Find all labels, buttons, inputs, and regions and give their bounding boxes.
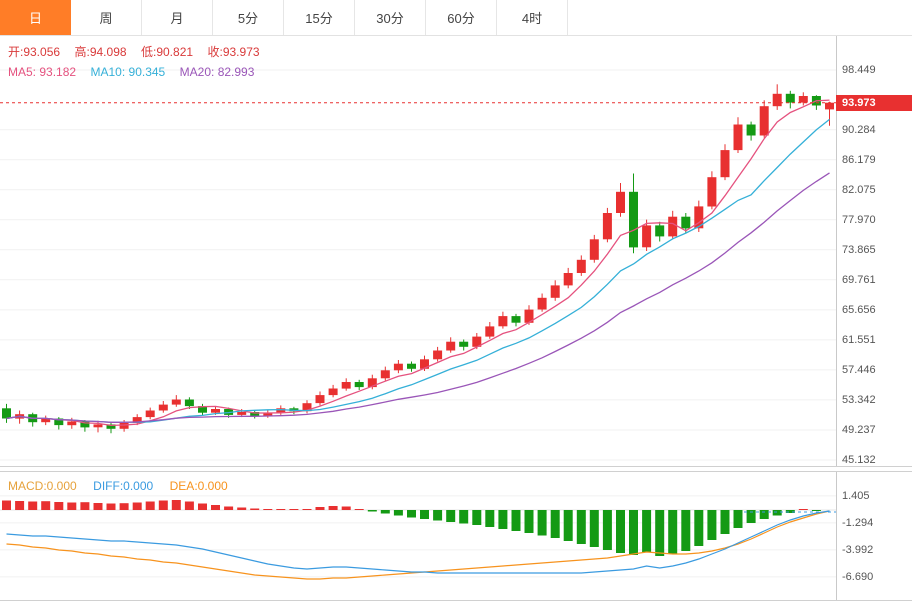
price-axis: 98.449 90.284 86.179 82.075 77.970 73.865 69.7… xyxy=(836,36,912,466)
tab-5min[interactable]: 5分 xyxy=(213,0,284,35)
tab-week[interactable]: 周 xyxy=(71,0,142,35)
tab-day[interactable]: 日 xyxy=(0,0,71,35)
price-axis-label: 45.132 xyxy=(842,454,876,466)
ma-line-ma10 xyxy=(6,118,830,423)
diff-line xyxy=(6,510,830,574)
macd-axis-label: 1.405 xyxy=(842,489,870,502)
price-axis-label: 73.865 xyxy=(842,243,876,256)
ma-line-ma5 xyxy=(6,99,830,427)
ma-line-ma20 xyxy=(6,172,830,423)
panel-divider xyxy=(0,466,912,472)
price-axis-label: 69.761 xyxy=(842,273,876,286)
macd-histogram-layer xyxy=(2,500,821,556)
price-axis-label: 77.970 xyxy=(842,213,876,226)
price-axis-label: 57.446 xyxy=(842,363,876,376)
dea-line xyxy=(6,510,830,580)
grid-layer xyxy=(0,69,836,461)
price-axis-label: 82.075 xyxy=(842,183,876,196)
tab-4hour[interactable]: 4时 xyxy=(497,0,568,35)
macd-axis: 1.405 -1.294 -3.992 -6.690 xyxy=(836,472,912,600)
price-axis-label: 90.284 xyxy=(842,123,876,136)
macd-chart-canvas[interactable] xyxy=(0,472,836,599)
tab-60min[interactable]: 60分 xyxy=(426,0,497,35)
macd-axis-label: -1.294 xyxy=(842,516,874,529)
main-chart-canvas[interactable] xyxy=(0,36,836,466)
price-axis-label: 65.656 xyxy=(842,303,876,316)
price-axis-label: 53.342 xyxy=(842,393,876,406)
macd-axis-label: -3.992 xyxy=(842,543,874,556)
price-axis-label: 49.237 xyxy=(842,424,876,436)
candlestick-layer xyxy=(2,84,834,434)
macd-axis-label: -6.690 xyxy=(842,570,874,583)
price-axis-label: 98.449 xyxy=(842,64,876,76)
tab-15min[interactable]: 15分 xyxy=(284,0,355,35)
price-axis-label: 61.551 xyxy=(842,333,876,346)
current-price-tag: 93.973 xyxy=(836,94,912,111)
price-axis-label: 86.179 xyxy=(842,153,876,166)
main-chart-panel: 98.449 90.284 86.179 82.075 77.970 73.865 69.7… xyxy=(0,36,912,466)
macd-panel: 1.405 -1.294 -3.992 -6.690 MACD:0.000 DIFF:… xyxy=(0,472,912,601)
tab-30min[interactable]: 30分 xyxy=(355,0,426,35)
tab-month[interactable]: 月 xyxy=(142,0,213,35)
timeframe-toolbar: 日周月 5分 15分 30分 60分 4时 xyxy=(0,0,912,36)
